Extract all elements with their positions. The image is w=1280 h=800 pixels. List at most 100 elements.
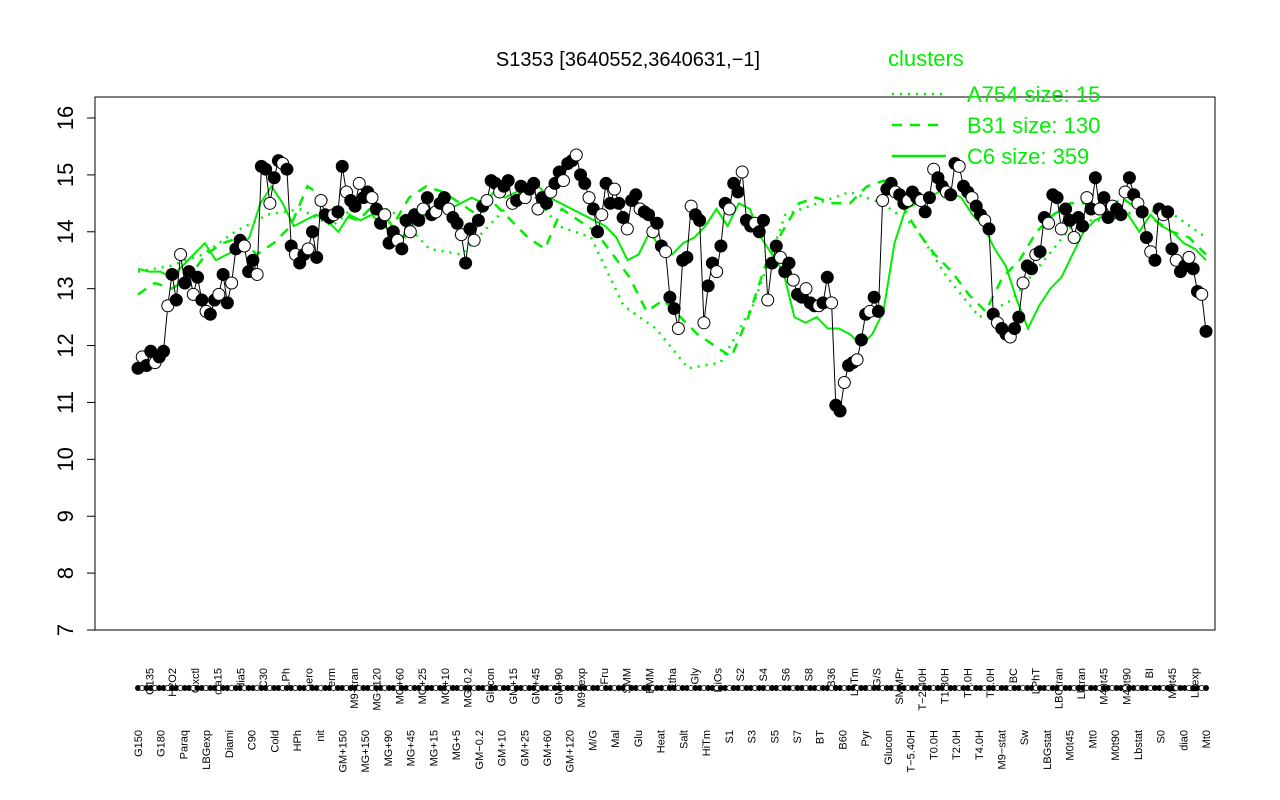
data-point xyxy=(314,193,328,207)
data-point xyxy=(642,208,656,222)
data-point xyxy=(1148,253,1162,267)
data-point xyxy=(578,176,592,190)
x-tick-label: G/S xyxy=(872,668,884,687)
data-point xyxy=(982,222,996,236)
data-point xyxy=(752,225,766,239)
x-tick-label: M0t90 xyxy=(1110,730,1122,761)
x-tick-label: HPh xyxy=(292,730,304,751)
data-point xyxy=(305,225,319,239)
x-tick-label: GM+25 xyxy=(519,730,531,766)
x-tick-label: Glu xyxy=(633,730,645,747)
data-point xyxy=(867,290,881,304)
data-point xyxy=(1139,230,1153,244)
data-point xyxy=(403,225,417,239)
data-point xyxy=(467,233,481,247)
data-point xyxy=(616,211,630,225)
x-tick-label: GM+60 xyxy=(542,730,554,766)
data-point xyxy=(850,353,864,367)
y-tick-label: 11 xyxy=(53,391,78,414)
data-point xyxy=(1161,205,1175,219)
x-tick-label: nit xyxy=(315,730,327,742)
x-tick-label: S1 xyxy=(724,730,736,743)
data-point xyxy=(944,188,958,202)
data-point xyxy=(280,162,294,176)
x-tick-label: Fru xyxy=(599,668,611,685)
x-tick-label: dia5 xyxy=(235,668,247,689)
data-point xyxy=(650,216,664,230)
x-tick-label: LBGstat xyxy=(1042,730,1054,770)
x-tick-label: M/G xyxy=(587,730,599,751)
x-tick-label: T5.0H xyxy=(985,668,997,698)
data-point xyxy=(710,265,724,279)
data-point xyxy=(714,239,728,253)
x-tick-label: M9−stat xyxy=(996,730,1008,769)
x-tick-label: GM−0.2 xyxy=(474,730,486,769)
data-point xyxy=(952,159,966,173)
data-point xyxy=(501,174,515,188)
x-tick-label: H2O2 xyxy=(167,668,179,697)
y-tick-label: 15 xyxy=(53,163,78,187)
x-tick-label: M0t45 xyxy=(1167,668,1179,699)
data-point xyxy=(769,239,783,253)
data-point xyxy=(1042,216,1056,230)
x-tick-label: M0t45 xyxy=(1065,730,1077,761)
data-point xyxy=(833,404,847,418)
data-point xyxy=(629,188,643,202)
data-point xyxy=(1067,230,1081,244)
x-tick-label: Etha xyxy=(667,667,679,691)
data-point xyxy=(701,279,715,293)
data-point xyxy=(876,193,890,207)
data-point xyxy=(922,191,936,205)
data-point xyxy=(412,213,426,227)
data-point xyxy=(1033,245,1047,259)
x-tick-label: HiTm xyxy=(701,730,713,756)
x-tick-label: dia0 xyxy=(1178,730,1190,751)
data-point xyxy=(1122,171,1136,185)
data-point xyxy=(667,302,681,316)
data-point xyxy=(246,253,260,267)
data-point xyxy=(918,205,932,219)
data-point xyxy=(203,307,217,321)
x-tick-label: MG+15 xyxy=(428,730,440,766)
legend-label: A754 size: 15 xyxy=(967,82,1100,107)
x-tick-label: Pyr xyxy=(860,730,872,747)
data-point xyxy=(310,250,324,264)
x-tick-label: C30 xyxy=(258,668,270,688)
data-point xyxy=(420,191,434,205)
x-axis: G150G135G180H2O2ParaqOxctlLBGexpdia15Dia… xyxy=(133,667,1213,772)
x-tick-label: LoTm xyxy=(849,668,861,696)
x-tick-label: S0 xyxy=(1156,730,1168,743)
data-point xyxy=(1080,191,1094,205)
x-tick-label: MG+90 xyxy=(383,730,395,766)
data-point xyxy=(731,185,745,199)
x-tick-label: T3.0H xyxy=(962,668,974,698)
x-tick-label: S6 xyxy=(781,668,793,681)
data-point xyxy=(267,171,281,185)
data-point xyxy=(782,256,796,270)
x-tick-label: GM+150 xyxy=(338,730,350,773)
data-point xyxy=(212,287,226,301)
data-point xyxy=(365,191,379,205)
data-point xyxy=(1054,222,1068,236)
data-point xyxy=(786,273,800,287)
data-point xyxy=(608,182,622,196)
x-tick-label: Sw xyxy=(1019,730,1031,745)
data-point xyxy=(437,191,451,205)
data-point xyxy=(799,282,813,296)
x-tick-label: Lbstat xyxy=(1133,730,1145,760)
x-tick-label: S3 xyxy=(747,730,759,743)
data-point xyxy=(220,296,234,310)
data-point xyxy=(825,296,839,310)
series-line-solid xyxy=(137,184,1207,348)
data-point xyxy=(1016,276,1030,290)
x-tick-label: T−5.40H xyxy=(906,730,918,773)
x-tick-label: S7 xyxy=(792,730,804,743)
x-tick-label: B36 xyxy=(826,668,838,688)
y-tick-label: 7 xyxy=(53,624,78,636)
data-point xyxy=(761,293,775,307)
x-tick-label: S2 xyxy=(735,668,747,681)
y-axis: 7 8 9 10 11 12 13 14 15 16 xyxy=(53,106,95,636)
data-point xyxy=(569,148,583,162)
data-point xyxy=(697,316,711,330)
data-point xyxy=(693,213,707,227)
